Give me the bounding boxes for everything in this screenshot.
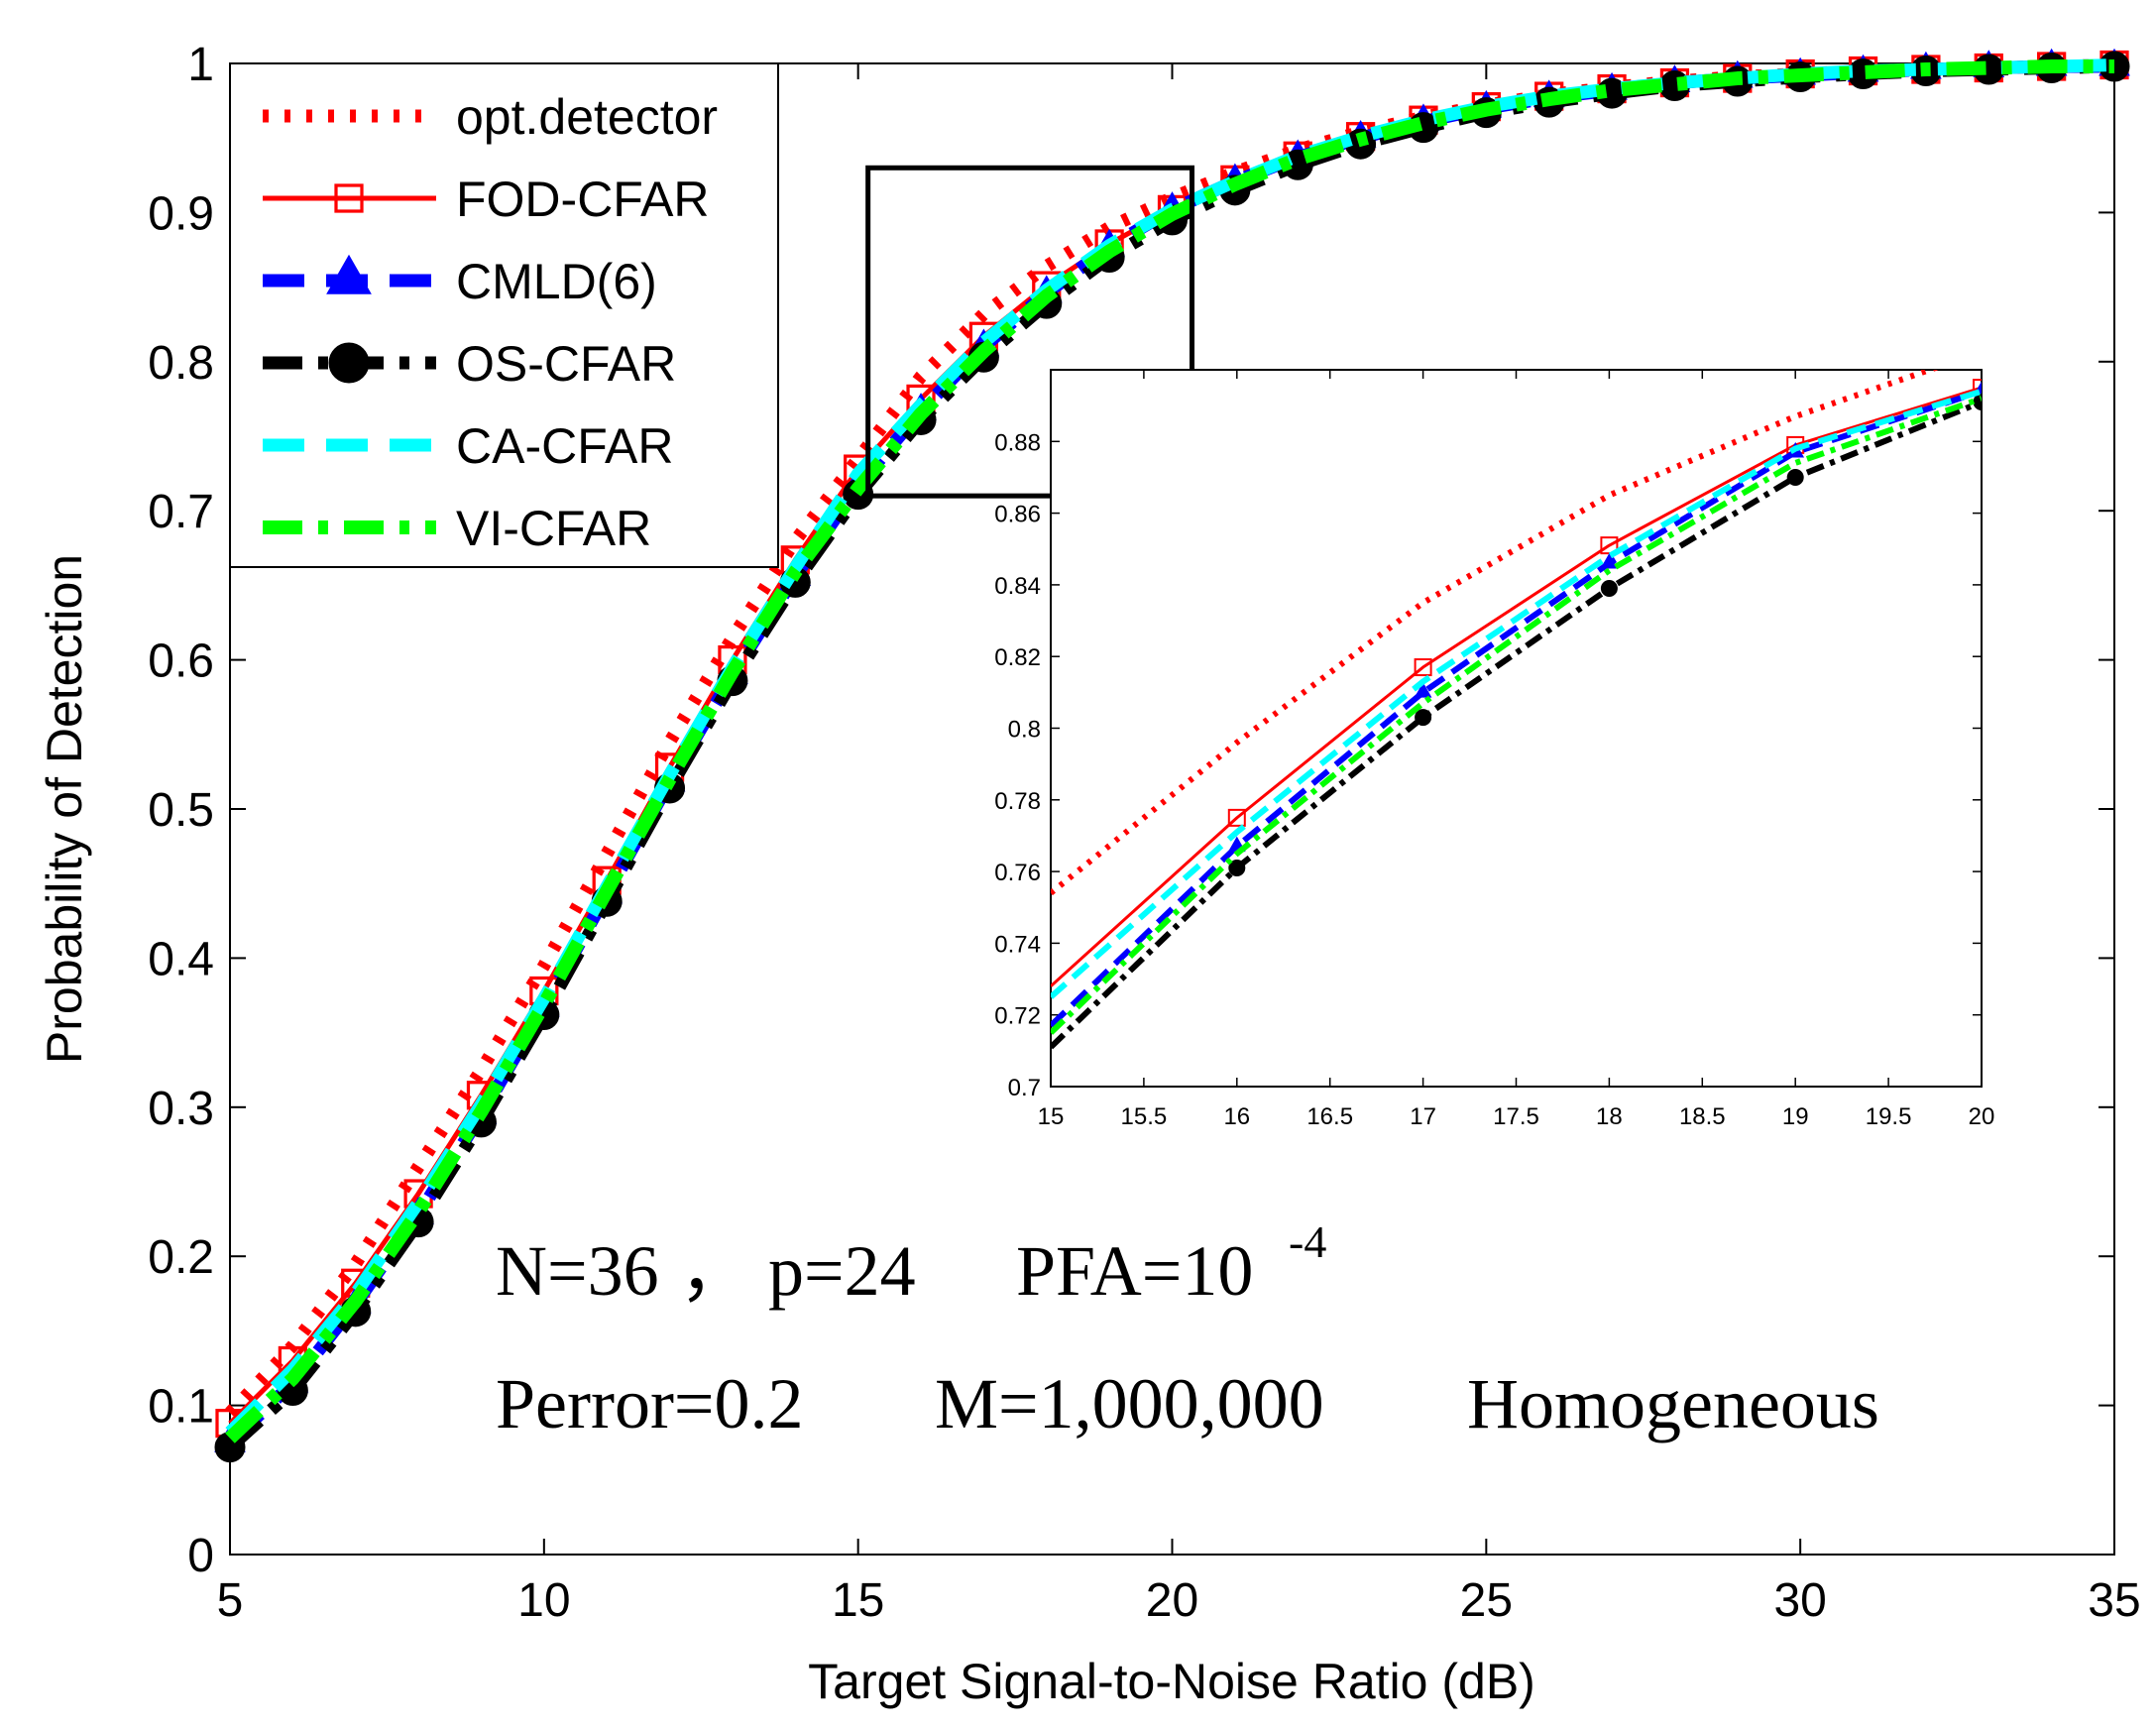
inset-point-cmld-6 xyxy=(1414,682,1432,698)
legend-label: OS-CFAR xyxy=(456,336,676,392)
legend-entry-os-cfar: OS-CFAR xyxy=(263,336,676,392)
x-axis-label: Target Signal-to-Noise Ratio (dB) xyxy=(808,1654,1535,1709)
x-tick-label: 35 xyxy=(2088,1574,2140,1627)
inset-point-fod-cfar xyxy=(1973,379,1982,398)
y-tick-label: 0 xyxy=(187,1530,214,1582)
inset-point-os-cfar xyxy=(1786,468,1804,486)
annotation: N=36 ， p=24 PFA=10 -4 Perror=0.2 M=1,000… xyxy=(496,1216,1879,1443)
inset-x-tick-label: 15.5 xyxy=(1121,1103,1168,1130)
annotation-p: p=24 xyxy=(768,1231,916,1311)
inset-series xyxy=(1051,370,1982,1050)
y-tick-label: 0.9 xyxy=(148,187,214,240)
inset-y-tick-label: 0.88 xyxy=(994,429,1041,456)
inset-series-ca-cfar xyxy=(1051,388,1982,999)
legend-box xyxy=(229,62,779,568)
inset-x-tick-label: 16 xyxy=(1223,1103,1250,1130)
legend-label: VI-CFAR xyxy=(456,501,651,556)
y-axis-label: Probability of Detection xyxy=(37,554,92,1064)
inset-point-os-cfar xyxy=(1415,709,1432,727)
legend-entry-vi-cfar: VI-CFAR xyxy=(263,501,651,556)
inset-series-vi-cfar xyxy=(1051,396,1982,1035)
legend-entry-ca-cfar: CA-CFAR xyxy=(263,418,673,474)
inset-x-tick-label: 19 xyxy=(1782,1103,1809,1130)
inset-x-tick-label: 15 xyxy=(1038,1103,1065,1130)
zoom-box xyxy=(865,165,1195,499)
inset-line-cmld-6 xyxy=(1051,388,1982,1028)
inset-point-fod-cfar xyxy=(1414,658,1432,677)
y-tick-label: 0.7 xyxy=(148,486,214,538)
main-ticks: 5 10 15 20 25 30 35 0 0.1 0.2 0.3 0.4 0.5 0.6 0.7 0.8 0.… xyxy=(148,39,2140,1627)
inset-y-tick-label: 0.84 xyxy=(994,573,1041,600)
inset-y-tick-label: 0.76 xyxy=(994,860,1041,886)
inset-y-tick-label: 0.74 xyxy=(994,931,1041,958)
y-tick-label: 0.1 xyxy=(148,1381,214,1434)
inset-point-os-cfar xyxy=(1228,859,1246,876)
y-tick-label: 1 xyxy=(187,39,214,91)
legend: opt.detector FOD-CFAR CMLD(6) OS-CFAR CA-CFA… xyxy=(229,62,779,568)
series-vi-cfar xyxy=(225,59,2114,1443)
legend-marker xyxy=(334,183,364,213)
inset-ticks: 15 15.5 16 16.5 17 17.5 18 18.5 19 19.5 20 0.7 0.72 0… xyxy=(994,370,1994,1130)
x-tick-label: 20 xyxy=(1146,1574,1198,1627)
x-tick-label: 25 xyxy=(1460,1574,1513,1627)
legend-marker xyxy=(326,254,372,294)
legend-entry-cmld-6: CMLD(6) xyxy=(263,254,657,309)
legend-label: CA-CFAR xyxy=(456,418,673,474)
inset-x-tick-label: 18.5 xyxy=(1679,1103,1726,1130)
legend-label: CMLD(6) xyxy=(456,254,657,309)
x-tick-label: 10 xyxy=(517,1574,570,1627)
inset-plot: 15 15.5 16 16.5 17 17.5 18 18.5 19 19.5 20 0.7 0.72 0… xyxy=(994,369,1994,1130)
zoom-rectangle xyxy=(865,165,1195,499)
series-line-vi-cfar xyxy=(225,59,2114,1443)
annotation-m: M=1,000,000 xyxy=(935,1364,1324,1443)
inset-x-tick-label: 20 xyxy=(1969,1103,1995,1130)
inset-x-tick-label: 18 xyxy=(1596,1103,1623,1130)
inset-point-os-cfar xyxy=(1600,580,1618,598)
annotation-separator: ， xyxy=(679,1231,750,1311)
y-tick-label: 0.8 xyxy=(148,337,214,390)
annotation-perror: Perror=0.2 xyxy=(496,1364,804,1443)
annotation-pfa: PFA=10 xyxy=(1016,1231,1253,1311)
inset-line-ca-cfar xyxy=(1051,388,1982,999)
inset-x-tick-label: 19.5 xyxy=(1866,1103,1912,1130)
inset-point-cmld-6 xyxy=(1600,553,1619,569)
inset-point-fod-cfar xyxy=(1227,808,1246,827)
legend-entry-fod-cfar: FOD-CFAR xyxy=(263,172,710,227)
inset-y-tick-label: 0.72 xyxy=(994,1003,1041,1030)
inset-line-fod-cfar xyxy=(1051,386,1982,987)
x-tick-label: 5 xyxy=(217,1574,244,1627)
inset-plot-area xyxy=(1050,369,1983,1088)
main-series xyxy=(214,48,2130,1463)
inset-y-tick-label: 0.8 xyxy=(1008,717,1041,744)
inset-y-tick-label: 0.82 xyxy=(994,644,1041,671)
inset-x-tick-label: 16.5 xyxy=(1306,1103,1353,1130)
annotation-scenario: Homogeneous xyxy=(1467,1364,1879,1443)
legend-label: FOD-CFAR xyxy=(456,172,710,227)
x-tick-label: 30 xyxy=(1773,1574,1826,1627)
inset-y-tick-label: 0.86 xyxy=(994,502,1041,528)
annotation-pfa-exponent: -4 xyxy=(1289,1216,1326,1267)
legend-label: opt.detector xyxy=(456,89,718,145)
inset-line-vi-cfar xyxy=(1051,396,1982,1035)
inset-y-tick-label: 0.78 xyxy=(994,788,1041,815)
inset-x-tick-label: 17 xyxy=(1410,1103,1436,1130)
inset-y-tick-label: 0.7 xyxy=(1008,1075,1041,1101)
inset-x-tick-label: 17.5 xyxy=(1493,1103,1539,1130)
x-tick-label: 15 xyxy=(832,1574,884,1627)
y-tick-label: 0.4 xyxy=(148,933,214,985)
y-tick-label: 0.6 xyxy=(148,635,214,688)
y-tick-label: 0.3 xyxy=(148,1083,214,1135)
y-tick-label: 0.5 xyxy=(148,784,214,837)
annotation-n: N=36 xyxy=(496,1231,659,1311)
y-tick-label: 0.2 xyxy=(148,1231,214,1284)
legend-marker xyxy=(328,342,370,384)
legend-entry-opt-detector: opt.detector xyxy=(263,89,718,145)
